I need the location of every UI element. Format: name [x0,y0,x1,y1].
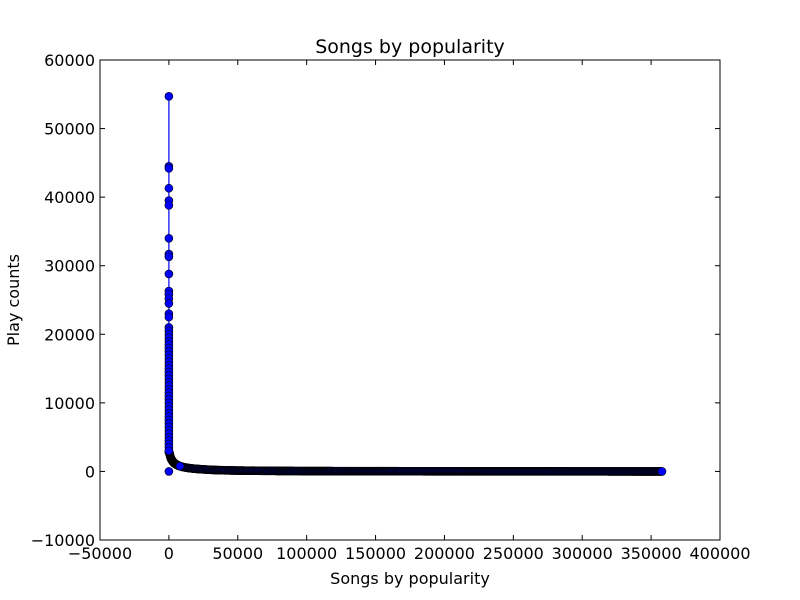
y-tick-label: 60000 [44,51,95,70]
data-point [164,183,174,193]
data-point [164,467,174,476]
series-line [168,96,663,473]
y-tick-label: 0 [85,462,95,481]
series-layer [164,92,667,476]
x-tick-label: 100000 [276,544,337,563]
data-point [164,312,174,322]
chart-title: Songs by popularity [315,36,505,58]
data-point [657,467,667,476]
plot-frame [99,59,721,541]
y-tick-label: 30000 [44,257,95,276]
data-point [164,446,174,456]
data-point [175,461,185,471]
data-point [164,269,174,279]
data-point [164,299,174,308]
plot-area: −50000 0 50000 100000 150000 200000 250000 3000… [31,51,751,563]
tick-layer: −50000 0 50000 100000 150000 200000 250000 3000… [31,51,751,563]
y-axis-title: Play counts [4,254,23,346]
y-tick-label: 40000 [44,188,95,207]
y-tick-label: 50000 [44,120,95,139]
data-point [164,164,174,173]
x-tick-label: 150000 [345,544,406,563]
x-axis-title: Songs by popularity [330,569,490,588]
y-tick-label: 10000 [44,394,95,413]
x-tick-label: 0 [164,544,174,563]
y-tick-label: 20000 [44,325,95,344]
data-point [164,201,174,210]
x-tick-label: 250000 [483,544,544,563]
x-tick-label: 50000 [212,544,263,563]
x-tick-label: 200000 [414,544,475,563]
y-tick-label: −10000 [31,531,95,550]
x-tick-label: −50000 [68,544,132,563]
x-tick-label: 350000 [621,544,682,563]
data-point [164,233,174,243]
x-tick-label: 300000 [552,544,613,563]
x-tick-label: 400000 [689,544,750,563]
data-point [164,92,174,101]
data-point [164,252,174,262]
